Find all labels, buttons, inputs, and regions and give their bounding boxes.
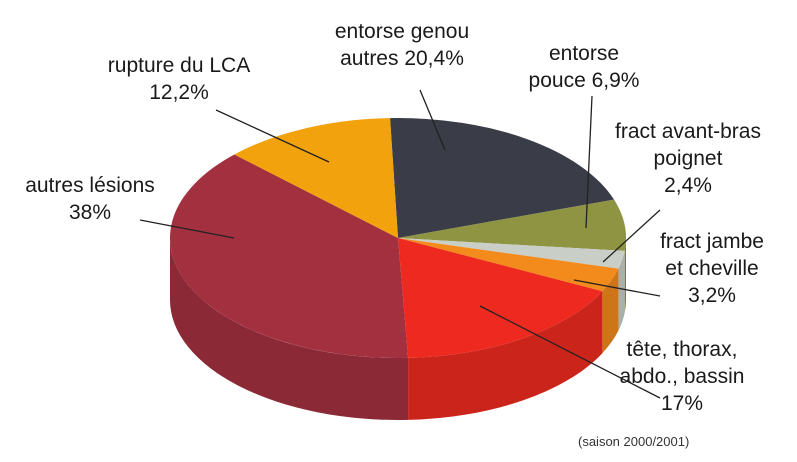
- slice-fract-jambe-et-cheville: [398, 238, 619, 292]
- label-fract-avant-bras-poignet: fract avant-bras poignet 2,4%: [600, 118, 776, 199]
- slice-autres-lesions: [170, 154, 409, 358]
- label-line: entorse genou: [334, 20, 470, 43]
- side-entorse-pouce: [624, 238, 626, 313]
- side-tete-thorax-abdo-bassin: [408, 291, 603, 420]
- side-fract-avant-bras-poignet: [618, 250, 625, 331]
- label-line: fract jambe: [660, 230, 764, 253]
- label-line: autres lésions: [25, 174, 155, 197]
- label-line: 17%: [660, 392, 704, 415]
- label-tete-thorax-abdo-bassin: tête, thorax, abdo., bassin 17%: [612, 336, 752, 417]
- leader-lines: [139, 89, 661, 399]
- slice-entorse-pouce: [398, 199, 626, 251]
- label-fract-jambe-et-cheville: fract jambe et cheville 3,2%: [650, 228, 774, 309]
- leader-fract-jambe-et-cheville: [573, 279, 661, 297]
- leader-entorse-pouce: [585, 95, 593, 229]
- slice-entorse-genou-autres: [390, 117, 615, 238]
- slice-fract-avant-bras-poignet: [398, 238, 625, 269]
- label-line: 38%: [68, 201, 112, 224]
- leader-fract-avant-bras-poignet: [602, 209, 661, 263]
- label-line: poignet: [653, 147, 723, 170]
- side-fract-jambe-et-cheville: [602, 268, 619, 354]
- leader-entorse-genou-autres: [419, 89, 446, 151]
- label-line: entorse: [548, 42, 620, 65]
- pie-side-walls: [170, 238, 626, 420]
- label-line: rupture du LCA: [107, 54, 251, 77]
- label-line: autres 20,4%: [340, 47, 464, 70]
- label-line: fract avant-bras: [615, 120, 761, 143]
- season-note: (saison 2000/2001): [578, 434, 690, 449]
- label-entorse-pouce: entorse pouce 6,9%: [520, 40, 648, 94]
- pie-top: [170, 117, 626, 358]
- label-line: abdo., bassin: [619, 365, 745, 388]
- label-entorse-genou-autres: entorse genou autres 20,4%: [314, 18, 490, 72]
- slice-tete-thorax-abdo-bassin: [398, 238, 603, 358]
- label-rupture-du-lca: rupture du LCA 12,2%: [90, 52, 268, 106]
- label-line: 3,2%: [688, 284, 736, 307]
- slice-rupture-du-lca: [234, 118, 398, 238]
- label-line: 12,2%: [149, 81, 209, 104]
- leader-tete-thorax-abdo-bassin: [479, 305, 661, 399]
- leader-rupture-du-lca: [215, 109, 330, 163]
- label-line: 2,4%: [664, 174, 712, 197]
- label-autres-lesions: autres lésions 38%: [6, 172, 174, 226]
- label-line: et cheville: [665, 257, 759, 280]
- side-autres-lesions: [170, 238, 409, 420]
- label-line: tête, thorax,: [626, 338, 738, 361]
- label-line: pouce 6,9%: [528, 69, 640, 92]
- leader-autres-lesions: [139, 219, 235, 239]
